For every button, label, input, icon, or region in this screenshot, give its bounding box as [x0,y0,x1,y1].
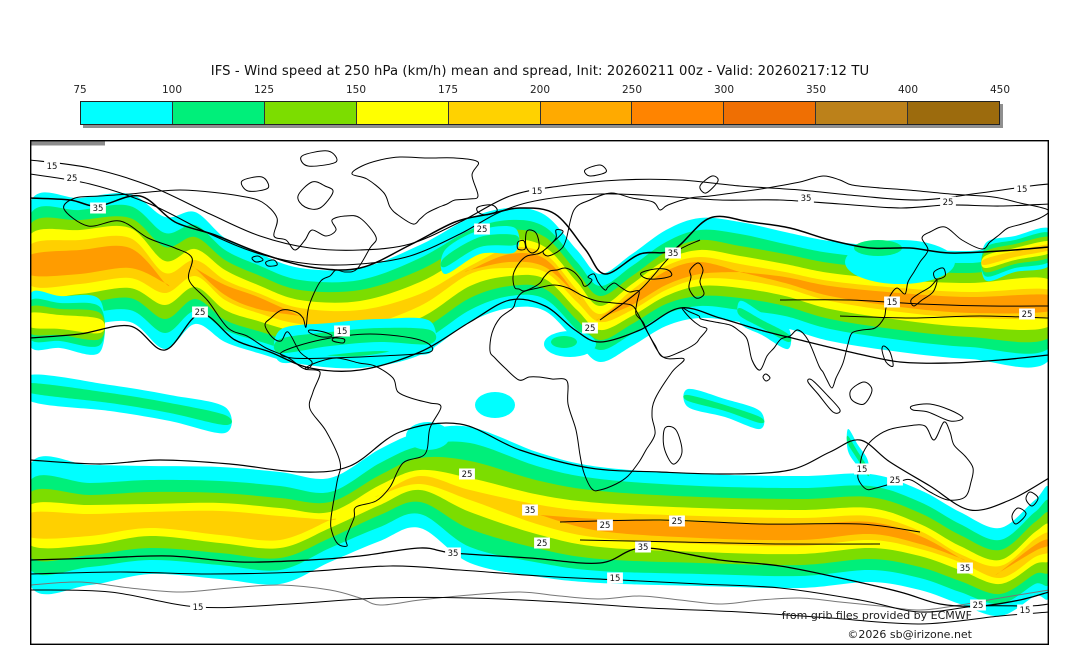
colorbar-tick-label: 150 [345,84,367,96]
contour-label: 35 [525,506,536,516]
edge-contour-mark [31,141,105,146]
colorbar-tick-label: 400 [897,84,919,96]
contour-label: 25 [67,174,78,184]
contour-label-layer: 15 25 35 25 15 25 15 25 35 35 25 15 15 25 25 35 35 25 25 25… [44,160,1035,616]
colorbar-tick-label: 100 [161,84,183,96]
contour-label: 25 [585,324,596,334]
contour-label: 15 [193,603,204,613]
colorbar-tick-label: 75 [73,84,87,96]
data-source-credit: from grib files provided by ECMWF [781,609,972,622]
colorbar-tick-row: 75 100 125 150 175 200 250 300 350 400 450 [73,84,1010,98]
colorbar-tick-label: 450 [989,84,1011,96]
contour-label: 35 [960,564,971,574]
contour-label: 35 [801,194,812,204]
colorbar-segment [631,102,724,124]
colorbar-segment [907,102,1000,124]
colorbar-tick-label: 350 [805,84,827,96]
contour-label: 35 [93,204,104,214]
contour-label: 25 [600,521,611,531]
colorbar-tick-label: 250 [621,84,643,96]
contour-label: 15 [532,187,543,197]
colorbar-tick-label: 125 [253,84,275,96]
contour-label: 25 [890,476,901,486]
contour-label: 15 [857,465,868,475]
contour-label: 35 [448,549,459,559]
coastlines [30,150,1049,611]
contour-label: 25 [195,308,206,318]
contour-label: 35 [668,249,679,259]
colorbar-tick-label: 200 [529,84,551,96]
contour-label: 25 [1022,310,1033,320]
colorbar-segment [539,102,632,124]
colorbar-segment [815,102,908,124]
wind-speed-fills [30,192,1049,617]
contour-label: 25 [672,517,683,527]
colorbar-segment [171,102,264,124]
world-wind-map: 15 25 35 25 15 25 15 25 35 35 25 15 15 25 25 35 35 25 25 25… [30,139,1049,646]
colorbar-tick-label: 300 [713,84,735,96]
colorbar-segment [355,102,448,124]
contour-label: 15 [887,298,898,308]
colorbar-segment [447,102,540,124]
map-canvas: 15 25 35 25 15 25 15 25 35 35 25 15 15 25 25 35 35 25 25 25… [30,139,1049,646]
colorbar-tick-label: 175 [437,84,459,96]
colorbar-segment [263,102,356,124]
copyright-credit: ©2026 sb@irizone.net [847,628,972,641]
contour-label: 15 [610,574,621,584]
contour-label: 15 [1017,185,1028,195]
contour-label: 15 [337,327,348,337]
contour-label: 25 [973,601,984,611]
colorbar [80,101,1000,125]
contour-label: 25 [462,470,473,480]
contour-label: 35 [638,543,649,553]
contour-label: 25 [477,225,488,235]
colorbar-segment [81,102,172,124]
contour-label: 15 [1020,606,1031,616]
colorbar-segment [723,102,816,124]
contour-label: 15 [47,162,58,172]
contour-label: 25 [537,539,548,549]
chart-title: IFS - Wind speed at 250 hPa (km/h) mean … [210,64,870,79]
map-frame [30,139,1049,646]
contour-label: 25 [943,198,954,208]
